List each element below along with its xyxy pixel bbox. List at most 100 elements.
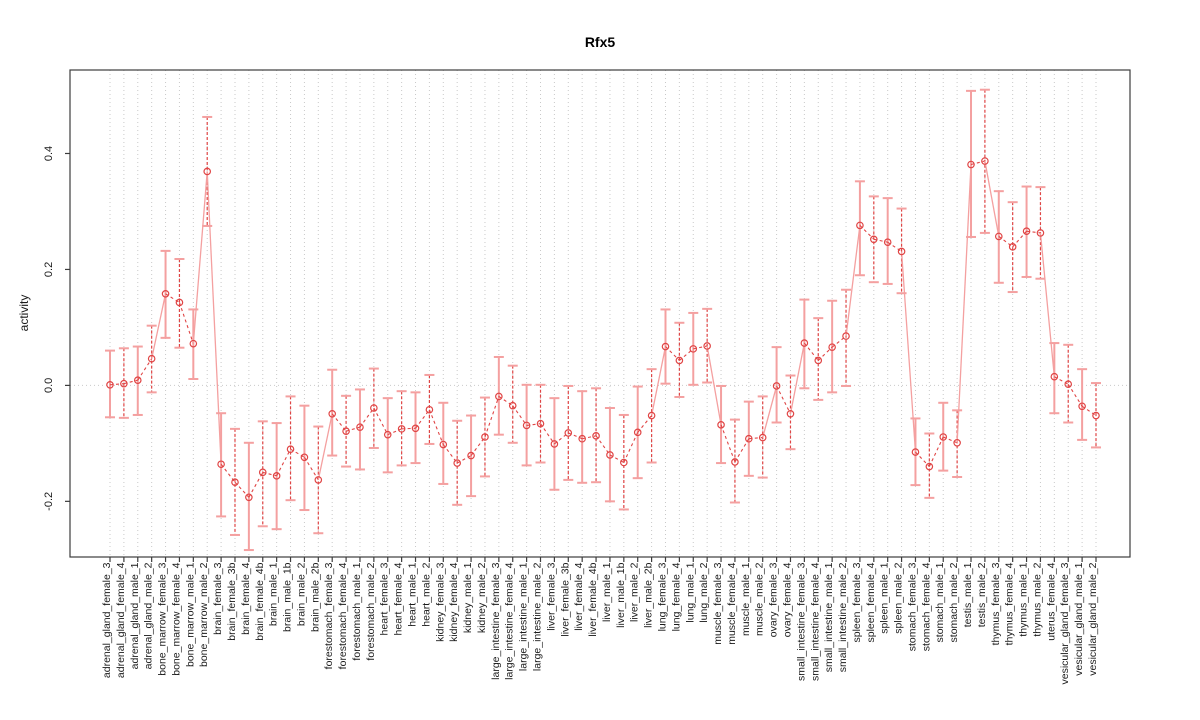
x-tick-label: thymus_female_4 — [1004, 562, 1016, 645]
x-tick-label: liver_female_3 — [545, 562, 557, 630]
chart-title: Rfx5 — [585, 34, 616, 50]
data-point-marker — [147, 354, 156, 363]
series-line-segment — [693, 345, 708, 350]
x-tick-label: bone_marrow_male_1 — [184, 562, 196, 667]
data-point-marker — [1022, 227, 1031, 235]
data-point-marker — [661, 342, 670, 351]
y-tick-label: 0.2 — [43, 262, 55, 277]
data-point-marker — [1050, 372, 1059, 381]
data-point-marker — [689, 345, 698, 353]
data-point-marker — [203, 167, 212, 176]
series-line-segment — [262, 471, 277, 477]
series-line-segment — [845, 225, 861, 337]
x-tick-label: adrenal_gland_male_2 — [143, 562, 155, 669]
x-tick-label: liver_male_1b — [615, 562, 627, 628]
x-tick-label: lung_female_3 — [656, 562, 668, 631]
series-line-segment — [123, 379, 138, 385]
data-point-marker — [897, 247, 906, 256]
data-point-marker — [356, 423, 364, 431]
series-line-segment — [776, 385, 791, 415]
x-tick-label: spleen_male_1 — [879, 562, 891, 633]
x-tick-label: forestomach_male_1 — [351, 562, 363, 660]
series-line-segment — [720, 424, 736, 463]
series-line-segment — [276, 448, 292, 477]
x-tick-label: spleen_male_2 — [893, 562, 905, 633]
series-line-segment — [623, 432, 639, 463]
series-line-segment — [470, 436, 486, 456]
data-point-marker — [439, 440, 448, 449]
series-line-segment — [540, 423, 555, 445]
data-point-marker — [606, 451, 614, 459]
data-point-marker — [772, 382, 781, 390]
x-tick-label: thymus_female_3 — [990, 562, 1002, 645]
x-tick-label: muscle_female_3 — [712, 562, 724, 644]
data-point-marker — [745, 434, 753, 443]
series-line-segment — [442, 444, 458, 464]
x-tick-label: liver_male_1 — [601, 562, 613, 622]
x-tick-label: adrenal_gland_female_3 — [101, 562, 113, 678]
x-tick-label: bone_marrow_male_2 — [198, 562, 210, 667]
series-line-segment — [734, 438, 750, 463]
x-tick-label: small_intestine_female_4 — [809, 562, 821, 681]
x-tick-label: large_intestine_male_1 — [518, 562, 530, 671]
series-line-segment — [568, 432, 583, 440]
data-point-marker — [1064, 380, 1073, 389]
data-point-marker — [245, 493, 253, 502]
data-point-marker — [870, 235, 878, 244]
data-point-marker — [175, 298, 184, 307]
data-point-marker — [1078, 402, 1086, 411]
series-line-segment — [595, 435, 611, 456]
data-point-marker — [272, 472, 281, 480]
data-point-marker — [633, 428, 642, 437]
series-line-segment — [1054, 376, 1069, 385]
x-tick-label: forestomach_female_4 — [337, 562, 349, 669]
x-tick-label: stomach_male_2 — [948, 562, 960, 642]
x-tick-label: ovary_female_4 — [781, 562, 793, 637]
data-point-marker — [120, 379, 128, 388]
y-axis-title: activity — [17, 295, 31, 332]
x-tick-label: testis_male_1 — [962, 562, 974, 627]
series-line-segment — [151, 293, 167, 359]
series-line-segment — [900, 251, 917, 453]
data-point-marker — [731, 458, 739, 466]
data-point-marker — [981, 157, 989, 165]
x-tick-label: brain_female_3b — [226, 562, 238, 640]
series-line-segment — [178, 302, 194, 344]
data-point-marker — [286, 445, 295, 453]
series-line-segment — [582, 435, 597, 440]
data-point-marker — [495, 392, 503, 401]
data-point-marker — [1092, 411, 1100, 420]
x-tick-label: spleen_female_4 — [865, 562, 877, 642]
plot-border — [69, 69, 1131, 558]
x-tick-label: liver_female_4 — [573, 562, 585, 630]
series-line-segment — [928, 436, 944, 467]
series-line-segment — [387, 428, 402, 436]
data-point-marker — [161, 289, 170, 298]
x-tick-label: brain_male_2 — [295, 562, 307, 626]
x-tick-label: forestomach_female_3 — [323, 562, 335, 669]
data-point-marker — [1008, 243, 1017, 251]
x-tick-label: large_intestine_female_4 — [504, 562, 516, 679]
series-line-segment — [956, 164, 972, 443]
x-tick-label: small_intestine_male_1 — [823, 562, 835, 672]
data-point-marker — [481, 433, 489, 441]
data-point-marker — [814, 356, 823, 365]
data-point-marker — [703, 342, 711, 350]
x-tick-label: large_intestine_female_3 — [490, 562, 502, 679]
data-point-marker — [939, 433, 948, 441]
grid-layer — [70, 70, 1130, 557]
x-tick-label: kidney_male_2 — [476, 562, 488, 633]
data-point-marker — [133, 376, 142, 384]
x-tick-label: thymus_male_1 — [1018, 562, 1030, 636]
series-line-segment — [248, 472, 264, 498]
series-line-segment — [484, 396, 500, 438]
data-point-marker — [106, 381, 114, 389]
data-point-marker — [717, 421, 725, 429]
x-tick-label: kidney_female_4 — [448, 562, 460, 642]
data-point-marker — [258, 468, 267, 477]
series-line-segment — [137, 358, 153, 381]
series-line-segment — [373, 407, 389, 435]
data-point-marker — [856, 221, 864, 230]
series-line-segment — [192, 171, 208, 344]
